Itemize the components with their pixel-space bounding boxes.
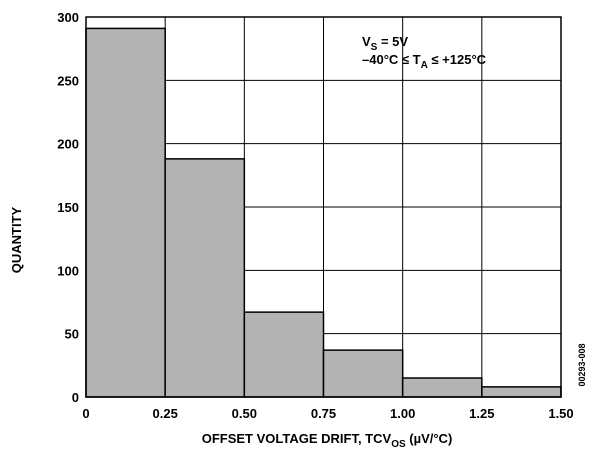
bar-3 (322, 349, 404, 398)
plot-frame (85, 16, 562, 398)
bar-0 (85, 27, 166, 398)
bar-4 (401, 377, 483, 398)
x-tick-label: 1.25 (469, 406, 494, 421)
y-tick-label: 250 (57, 73, 79, 88)
y-tick-label: 150 (57, 200, 79, 215)
annotation-temperature-range: –40°C ≤ TA ≤ +125°C (362, 52, 487, 71)
annotation-ta-rest: ≤ +125°C (428, 52, 487, 67)
annotation-vs-rest: = 5V (377, 34, 408, 49)
x-tick-label: 1.00 (390, 406, 415, 421)
bar-5 (481, 386, 562, 398)
y-axis-label: QUANTITY (9, 206, 24, 273)
y-tick-labels: 0 50 100 150 200 250 300 (57, 10, 79, 405)
x-axis-label-sub: OS (391, 439, 406, 450)
x-axis-label-unit: (µV/°C) (406, 431, 453, 446)
x-tick-label: 0.50 (232, 406, 257, 421)
y-tick-label: 100 (57, 263, 79, 278)
annotation-supply-voltage: VS = 5V (362, 34, 408, 53)
annotation-ta-sub: A (421, 60, 428, 71)
x-axis-label: OFFSET VOLTAGE DRIFT, TCVOS (µV/°C) (202, 431, 453, 450)
annotation-ta-main: –40°C ≤ T (362, 52, 421, 67)
x-tick-label: 0.25 (153, 406, 178, 421)
y-tick-label: 50 (65, 327, 79, 342)
figure-id: 00293-008 (577, 343, 587, 386)
x-tick-labels: 0 0.25 0.50 0.75 1.00 1.25 1.50 (82, 406, 573, 421)
x-tick-label: 1.50 (548, 406, 573, 421)
x-tick-label: 0 (82, 406, 89, 421)
bars (85, 27, 562, 398)
y-tick-label: 200 (57, 137, 79, 152)
bar-1 (164, 158, 246, 398)
annotation-vs-main: V (362, 34, 371, 49)
x-axis-label-main: OFFSET VOLTAGE DRIFT, TCV (202, 431, 392, 446)
bar-2 (243, 311, 325, 398)
annotation-vs-sub: S (371, 42, 378, 53)
x-tick-label: 0.75 (311, 406, 336, 421)
y-tick-label: 300 (57, 10, 79, 25)
y-tick-label: 0 (72, 390, 79, 405)
